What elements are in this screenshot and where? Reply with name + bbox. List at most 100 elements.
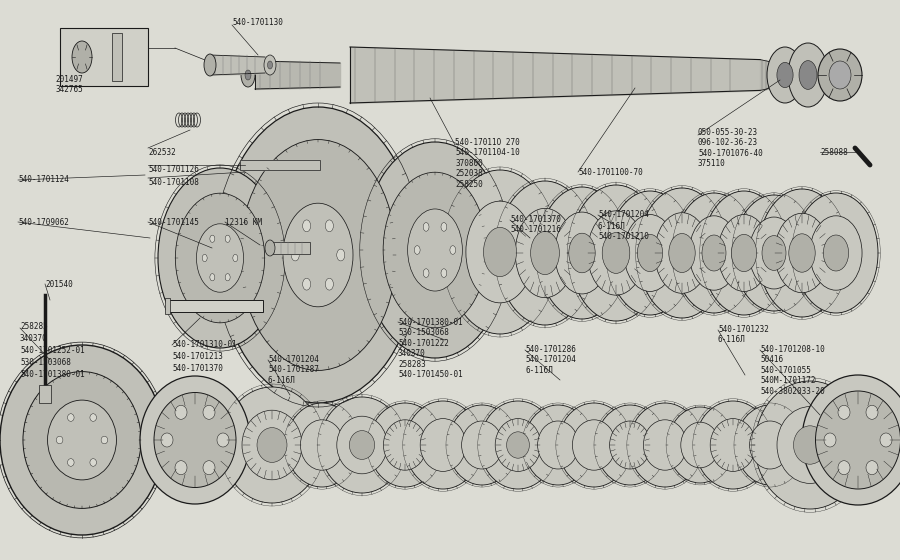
Text: 540-1701370
540-1701216: 540-1701370 540-1701216 [510, 215, 561, 235]
Ellipse shape [210, 274, 215, 281]
Ellipse shape [441, 269, 446, 277]
Ellipse shape [558, 403, 630, 487]
Text: 258088: 258088 [820, 148, 848, 157]
Ellipse shape [225, 235, 230, 242]
Text: 540-1701252-01: 540-1701252-01 [20, 346, 85, 355]
Ellipse shape [337, 249, 345, 261]
Text: 201497
342765: 201497 342765 [55, 75, 83, 95]
Ellipse shape [569, 233, 595, 273]
FancyBboxPatch shape [168, 300, 263, 312]
Ellipse shape [524, 405, 592, 485]
Ellipse shape [423, 222, 429, 231]
Ellipse shape [448, 405, 516, 485]
Ellipse shape [497, 181, 593, 325]
Ellipse shape [161, 433, 173, 447]
Ellipse shape [158, 168, 282, 348]
Ellipse shape [824, 433, 836, 447]
Ellipse shape [829, 61, 851, 89]
Ellipse shape [609, 421, 651, 469]
Text: 340370: 340370 [20, 334, 48, 343]
Ellipse shape [154, 393, 236, 488]
Ellipse shape [495, 419, 541, 472]
Ellipse shape [267, 61, 273, 69]
Text: 540-1701130: 540-1701130 [232, 18, 283, 27]
Ellipse shape [624, 214, 676, 291]
Ellipse shape [538, 187, 626, 319]
Ellipse shape [775, 213, 829, 293]
Ellipse shape [674, 193, 754, 313]
Ellipse shape [596, 405, 664, 485]
Ellipse shape [423, 269, 429, 277]
Ellipse shape [420, 419, 466, 472]
Text: 540-1701204
540-1701287
6-116Л: 540-1701204 540-1701287 6-116Л [268, 355, 319, 385]
Text: 540-1701310-01: 540-1701310-01 [172, 340, 237, 349]
Ellipse shape [880, 433, 892, 447]
Ellipse shape [203, 405, 215, 419]
Text: 540-1701380-01: 540-1701380-01 [20, 370, 85, 379]
Text: 540-1701124: 540-1701124 [18, 175, 69, 184]
Ellipse shape [90, 414, 96, 421]
Ellipse shape [218, 107, 418, 403]
Ellipse shape [301, 420, 344, 470]
Text: 258285: 258285 [20, 322, 48, 331]
Ellipse shape [749, 217, 799, 289]
Ellipse shape [204, 54, 216, 76]
Ellipse shape [835, 416, 886, 474]
Ellipse shape [866, 405, 878, 419]
Ellipse shape [608, 191, 692, 315]
Ellipse shape [537, 421, 579, 469]
Ellipse shape [507, 432, 529, 458]
Ellipse shape [788, 234, 815, 272]
Text: 540-1701370: 540-1701370 [172, 364, 223, 373]
Text: 540-1701286
540-1701204
6-116Л: 540-1701286 540-1701204 6-116Л [525, 345, 576, 375]
Ellipse shape [866, 461, 878, 475]
Ellipse shape [794, 193, 878, 313]
Ellipse shape [629, 403, 701, 487]
Text: 540-1709062: 540-1709062 [18, 218, 69, 227]
Text: 540-1701213: 540-1701213 [172, 352, 223, 361]
Ellipse shape [140, 376, 250, 504]
FancyBboxPatch shape [240, 160, 320, 170]
Ellipse shape [762, 236, 786, 270]
Text: 540-1701208-10
50416
540-1701055
540M-1701172
540-3802033-20: 540-1701208-10 50416 540-1701055 540M-17… [760, 345, 824, 395]
Ellipse shape [72, 41, 92, 73]
Ellipse shape [788, 43, 828, 107]
Ellipse shape [337, 416, 387, 474]
Ellipse shape [369, 403, 441, 487]
Text: 540-1701126: 540-1701126 [148, 165, 199, 174]
Ellipse shape [669, 234, 695, 273]
Ellipse shape [838, 405, 850, 419]
FancyBboxPatch shape [165, 298, 170, 314]
FancyBboxPatch shape [60, 28, 148, 86]
Ellipse shape [588, 211, 644, 295]
Ellipse shape [176, 193, 265, 323]
Ellipse shape [767, 47, 803, 103]
Ellipse shape [264, 55, 276, 75]
Ellipse shape [689, 216, 739, 290]
Ellipse shape [515, 208, 575, 298]
Ellipse shape [175, 405, 187, 419]
Ellipse shape [799, 60, 817, 90]
Ellipse shape [777, 407, 843, 483]
Ellipse shape [175, 461, 187, 475]
Ellipse shape [531, 231, 560, 274]
Ellipse shape [736, 405, 804, 485]
Ellipse shape [241, 63, 255, 87]
Ellipse shape [320, 397, 404, 493]
Ellipse shape [695, 401, 771, 489]
Ellipse shape [196, 224, 244, 292]
Ellipse shape [794, 426, 826, 464]
Ellipse shape [824, 235, 849, 271]
Ellipse shape [450, 246, 455, 254]
Ellipse shape [554, 212, 609, 294]
Ellipse shape [810, 216, 862, 290]
Ellipse shape [302, 220, 310, 232]
Ellipse shape [734, 195, 814, 311]
Ellipse shape [668, 407, 732, 483]
Ellipse shape [750, 421, 790, 469]
Ellipse shape [0, 345, 164, 535]
Ellipse shape [257, 428, 287, 463]
Ellipse shape [68, 459, 74, 466]
Ellipse shape [758, 189, 846, 317]
Ellipse shape [462, 421, 502, 469]
